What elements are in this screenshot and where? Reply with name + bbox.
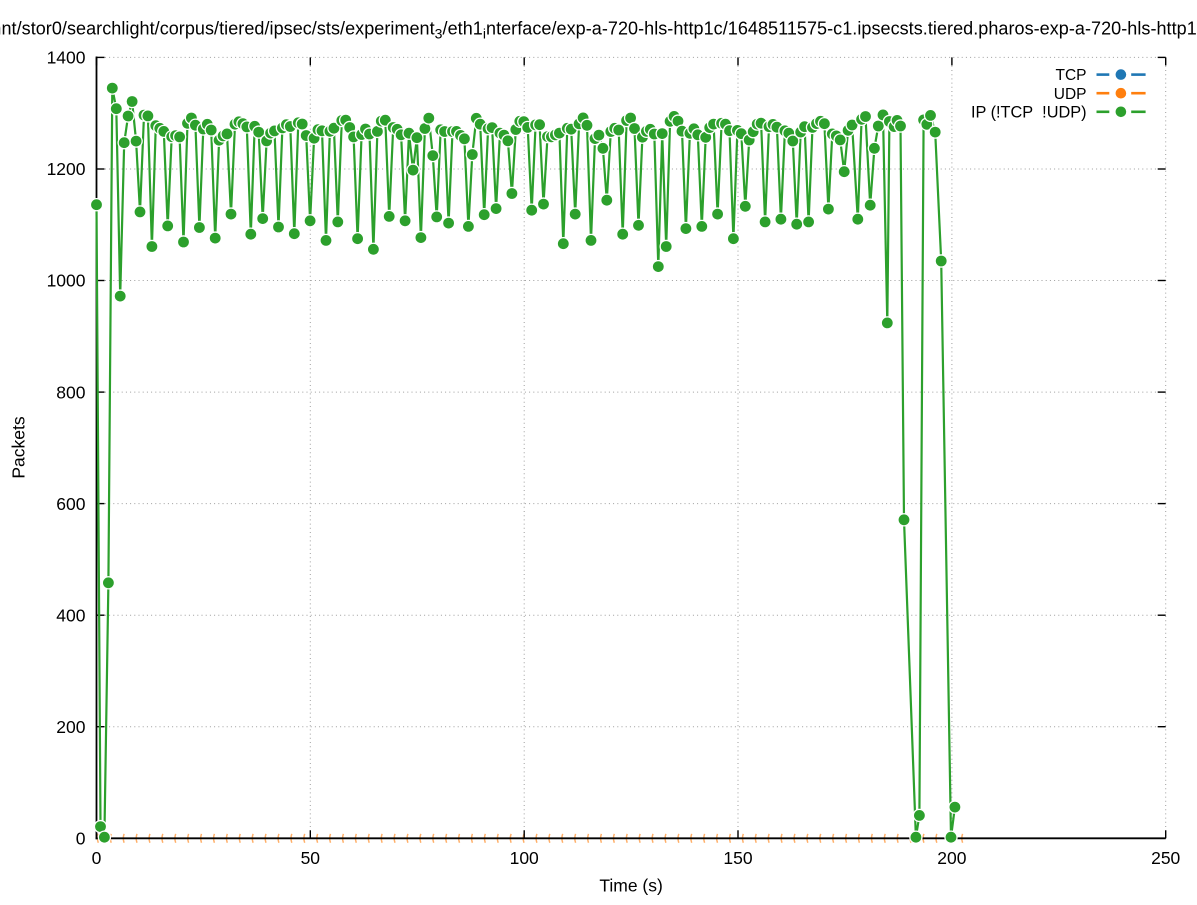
svg-text:UDP: UDP [1054, 86, 1087, 103]
svg-text:0: 0 [92, 848, 102, 868]
svg-text:250: 250 [1151, 848, 1180, 868]
svg-text:0: 0 [76, 829, 86, 849]
svg-text:50: 50 [301, 848, 321, 868]
svg-text:200: 200 [937, 848, 966, 868]
svg-text:200: 200 [56, 717, 85, 737]
svg-text:mnt/stor0/searchlight/corpus/t: mnt/stor0/searchlight/corpus/tiered/ipse… [0, 19, 1197, 42]
svg-text:800: 800 [56, 382, 85, 402]
svg-text:1000: 1000 [47, 271, 86, 291]
svg-text:Time (s): Time (s) [599, 876, 663, 896]
svg-text:100: 100 [510, 848, 539, 868]
svg-text:400: 400 [56, 605, 85, 625]
svg-text:1200: 1200 [47, 159, 86, 179]
svg-text:IP (!TCP !UDP): IP (!TCP !UDP) [971, 103, 1087, 121]
svg-text:TCP: TCP [1056, 67, 1087, 84]
svg-text:600: 600 [56, 494, 85, 514]
svg-text:1400: 1400 [47, 48, 86, 68]
svg-text:Packets: Packets [9, 416, 29, 478]
svg-text:150: 150 [723, 848, 752, 868]
